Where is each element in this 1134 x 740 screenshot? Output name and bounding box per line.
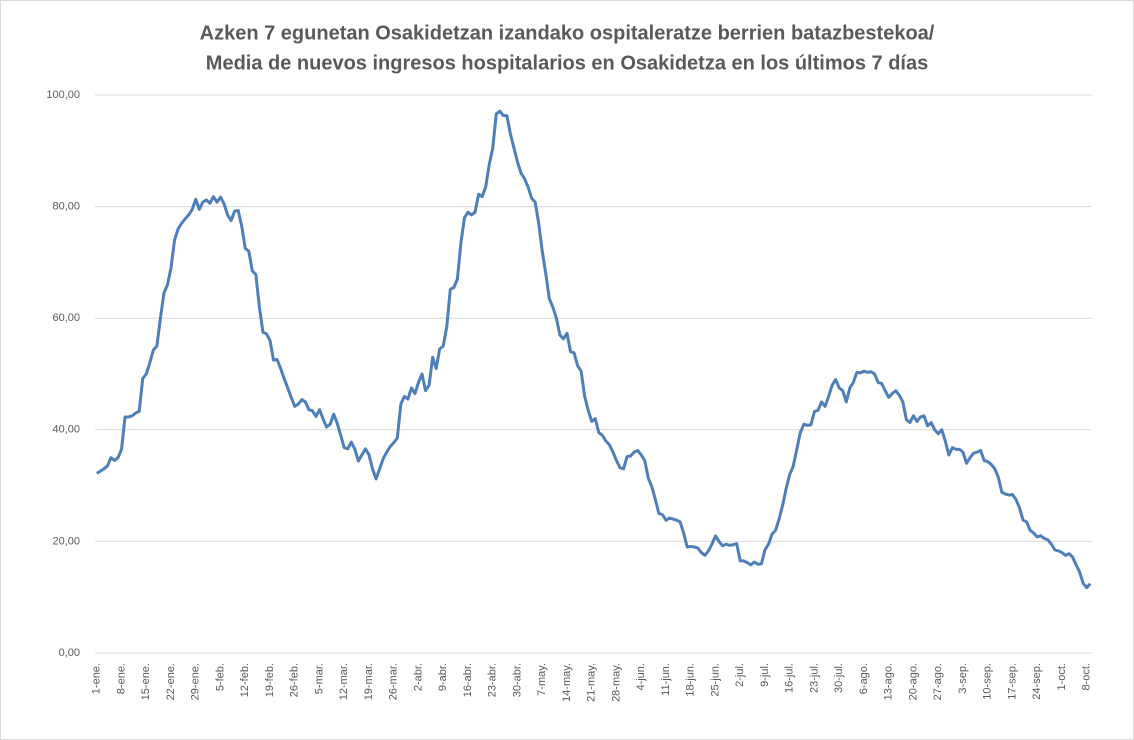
x-tick-label: 3-sep. bbox=[957, 663, 969, 694]
x-tick-label: 17-sep. bbox=[1006, 663, 1018, 700]
x-tick-label: 16-abr. bbox=[462, 663, 474, 697]
x-tick-label: 18-jun. bbox=[685, 663, 697, 697]
x-tick-label: 1-oct. bbox=[1056, 663, 1068, 691]
x-tick-label: 8-oct. bbox=[1081, 663, 1093, 691]
x-tick-label: 19-feb. bbox=[264, 663, 276, 697]
x-tick-label: 10-sep. bbox=[982, 663, 994, 700]
x-tick-label: 5-mar. bbox=[313, 663, 325, 694]
x-tick-label: 23-jul. bbox=[808, 663, 820, 693]
x-tick-label: 24-sep. bbox=[1031, 663, 1043, 700]
x-tick-label: 27-ago. bbox=[932, 663, 944, 700]
x-tick-label: 26-feb. bbox=[289, 663, 301, 697]
x-tick-label: 8-ene. bbox=[115, 663, 127, 694]
y-tick-label: 60,00 bbox=[52, 312, 80, 324]
x-tick-label: 9-jul. bbox=[759, 663, 771, 687]
y-tick-label: 100,00 bbox=[46, 89, 80, 101]
x-tick-label: 9-abr. bbox=[437, 663, 449, 691]
x-tick-label: 2-jul. bbox=[734, 663, 746, 687]
y-tick-label: 0,00 bbox=[59, 647, 80, 659]
x-tick-label: 4-jun. bbox=[635, 663, 647, 691]
x-tick-label: 12-feb. bbox=[239, 663, 251, 697]
x-tick-label: 16-jul. bbox=[784, 663, 796, 693]
x-tick-label: 25-jun. bbox=[709, 663, 721, 697]
y-tick-label: 20,00 bbox=[52, 535, 80, 547]
x-tick-label: 29-ene. bbox=[190, 663, 202, 700]
x-tick-label: 20-ago. bbox=[907, 663, 919, 700]
x-tick-label: 13-ago. bbox=[883, 663, 895, 700]
x-tick-label: 2-abr. bbox=[412, 663, 424, 691]
x-tick-label: 22-ene. bbox=[165, 663, 177, 700]
x-tick-label: 12-mar. bbox=[338, 663, 350, 700]
x-tick-label: 6-ago. bbox=[858, 663, 870, 694]
data-line bbox=[95, 109, 1092, 590]
x-tick-label: 1-ene. bbox=[91, 663, 103, 694]
y-tick-label: 40,00 bbox=[52, 424, 80, 436]
x-tick-label: 19-mar. bbox=[363, 663, 375, 700]
chart-title: Azken 7 egunetan Osakidetzan izandako os… bbox=[200, 22, 935, 44]
chart-subtitle: Media de nuevos ingresos hospitalarios e… bbox=[206, 52, 928, 74]
x-tick-label: 30-abr. bbox=[511, 663, 523, 697]
x-tick-label: 21-may. bbox=[586, 663, 598, 702]
x-tick-label: 23-abr. bbox=[487, 663, 499, 697]
x-tick-label: 14-may. bbox=[561, 663, 573, 702]
x-tick-label: 11-jun. bbox=[660, 663, 672, 696]
x-tick-label: 5-feb. bbox=[214, 663, 226, 691]
x-tick-label: 28-may. bbox=[610, 663, 622, 702]
x-tick-label: 7-may. bbox=[536, 663, 548, 696]
x-tick-label: 26-mar. bbox=[388, 663, 400, 700]
y-tick-label: 80,00 bbox=[52, 201, 80, 213]
x-tick-label: 30-jul. bbox=[833, 663, 845, 693]
x-tick-label: 15-ene. bbox=[140, 663, 152, 700]
